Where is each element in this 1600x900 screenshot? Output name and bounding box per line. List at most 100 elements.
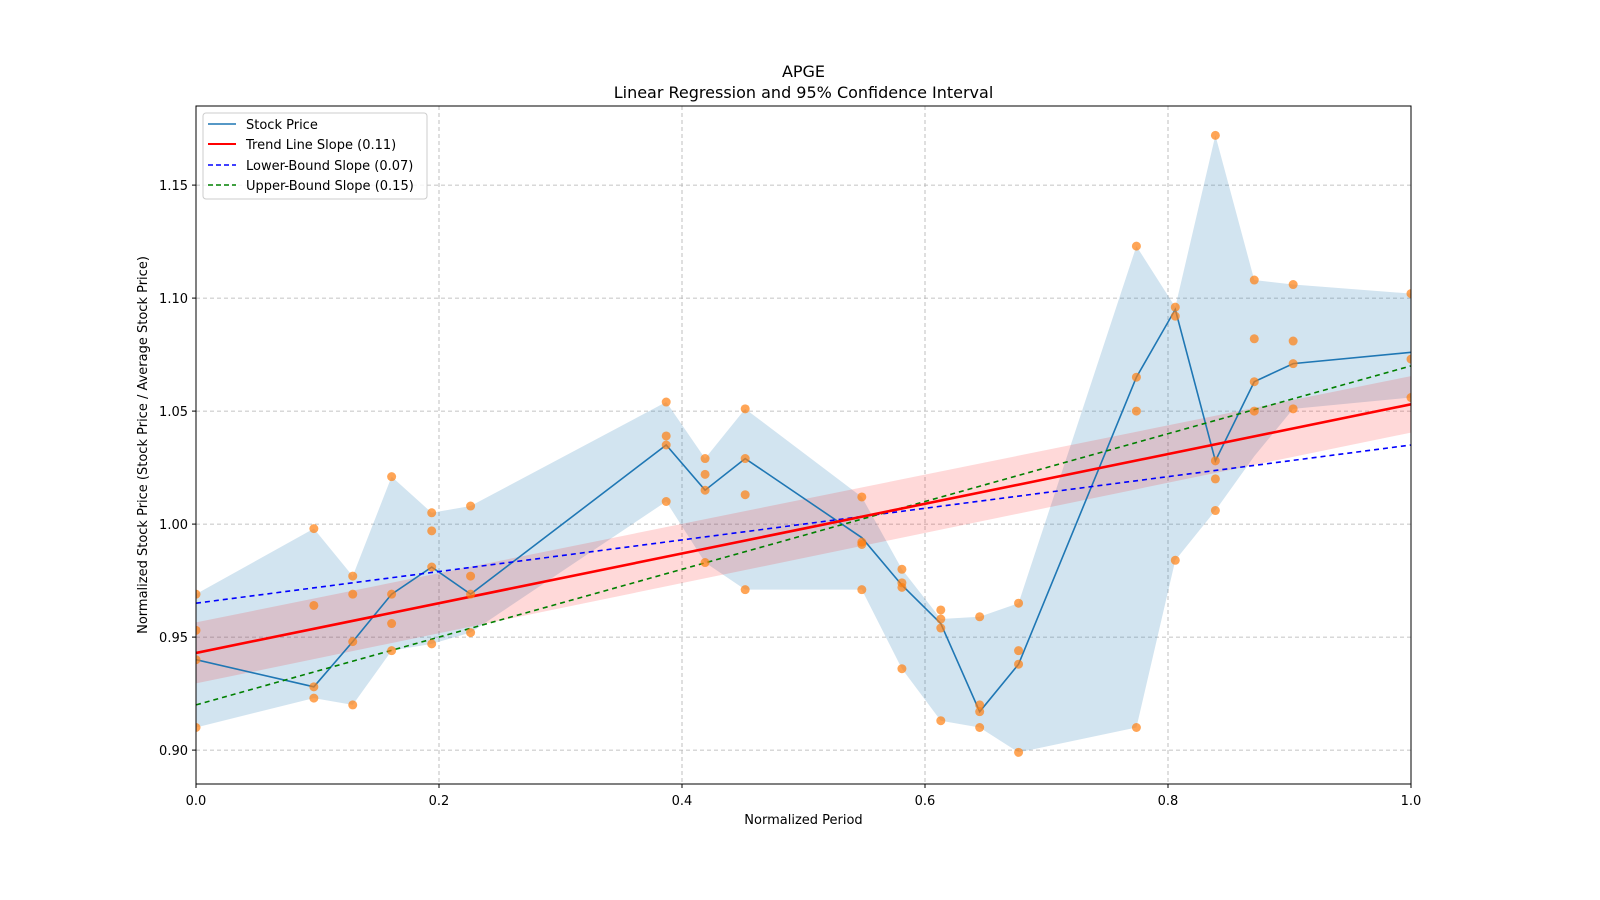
observation-point	[1249, 334, 1259, 344]
observation-point	[1210, 474, 1220, 484]
observation-point	[309, 682, 319, 692]
grid	[196, 106, 1411, 784]
legend: Stock Price Trend Line Slope (0.11) Lowe…	[202, 112, 428, 200]
observation-point	[387, 646, 397, 656]
observation-point	[936, 623, 946, 633]
y-axis-label: Normalized Stock Price (Stock Price / Av…	[136, 256, 151, 634]
observation-point	[1014, 598, 1024, 608]
observation-point	[897, 564, 907, 574]
y-tick-label: 1.15	[159, 179, 188, 194]
observation-point	[661, 397, 671, 407]
y-tick-label: 1.10	[159, 292, 188, 307]
upper-bound-line	[196, 365, 1411, 706]
observation-point	[466, 571, 476, 581]
observation-point	[1288, 359, 1298, 369]
y-tick-label: 1.00	[159, 518, 188, 533]
observation-point	[740, 490, 750, 500]
observation-point	[309, 524, 319, 534]
observation-point	[1288, 336, 1298, 346]
observation-point	[1170, 311, 1180, 321]
confidence-bands	[196, 135, 1411, 753]
observation-point	[427, 508, 437, 518]
observation-point	[1288, 404, 1298, 414]
x-tick-label: 0.0	[186, 794, 207, 809]
observation-point	[1014, 659, 1024, 669]
observation-point	[975, 723, 985, 732]
legend-box	[202, 112, 428, 200]
observation-point	[975, 612, 985, 622]
axis-ticks: 0.0 0.2 0.4 0.6 0.8 1.0 0.90 0.95 1.00 1.05 1.10 1.…	[159, 179, 1421, 809]
observation-point	[661, 497, 671, 506]
observation-point	[700, 485, 710, 495]
observation-point	[387, 619, 397, 629]
observation-point	[1288, 280, 1298, 290]
observation-point	[196, 655, 201, 665]
observation-point	[740, 404, 750, 414]
y-tick-label: 1.05	[159, 405, 188, 420]
observation-point	[196, 625, 201, 635]
observation-point	[700, 469, 710, 479]
observation-point	[661, 431, 671, 441]
stock-price-line	[196, 307, 1411, 714]
observation-point	[466, 501, 476, 511]
observation-point	[936, 614, 946, 624]
observation-point	[1210, 130, 1220, 140]
observation-point	[1170, 555, 1180, 565]
observation-point	[1014, 646, 1024, 656]
observation-point	[897, 664, 907, 674]
lower-bound-line	[196, 444, 1411, 604]
observation-point	[1249, 377, 1259, 387]
observation-point	[387, 472, 397, 482]
observation-point	[857, 585, 867, 595]
observation-point	[740, 454, 750, 464]
x-tick-label: 0.6	[915, 794, 936, 809]
observation-point	[309, 600, 319, 610]
observation-point	[387, 589, 397, 599]
observation-point	[1249, 406, 1259, 416]
observation-point	[196, 723, 201, 732]
x-tick-label: 1.0	[1401, 794, 1422, 809]
chart-title: APGE	[782, 62, 825, 81]
trend-line	[196, 403, 1411, 655]
legend-label-stock-price: Stock Price	[246, 118, 318, 133]
legend-label-trend-line: Trend Line Slope (0.11)	[245, 138, 396, 153]
observation-point	[1131, 372, 1141, 382]
observation-point	[740, 585, 750, 595]
observation-point	[196, 589, 201, 599]
observation-point	[348, 571, 358, 581]
observation-point	[936, 716, 946, 726]
observation-point	[897, 582, 907, 592]
stock-price-band	[196, 135, 1411, 753]
observation-point	[857, 539, 867, 549]
observation-point	[1131, 723, 1141, 732]
legend-label-lower-bound: Lower-Bound Slope (0.07)	[246, 159, 413, 174]
observation-point	[466, 589, 476, 599]
observation-point	[1406, 354, 1411, 364]
observation-point	[427, 526, 437, 536]
x-tick-label: 0.8	[1158, 794, 1179, 809]
observation-point	[661, 440, 671, 450]
scatter-points	[196, 130, 1411, 757]
observation-point	[936, 605, 946, 615]
x-tick-label: 0.2	[429, 794, 450, 809]
observation-point	[348, 589, 358, 599]
observation-point	[700, 558, 710, 568]
observation-point	[466, 628, 476, 638]
observation-point	[1014, 747, 1024, 757]
observation-point	[700, 454, 710, 464]
observation-point	[309, 693, 319, 703]
observation-point	[1131, 241, 1141, 251]
observation-point	[857, 492, 867, 502]
legend-label-upper-bound: Upper-Bound Slope (0.15)	[246, 179, 414, 194]
observation-point	[1406, 289, 1411, 299]
observation-point	[1170, 302, 1180, 312]
y-tick-label: 0.95	[159, 631, 188, 646]
observation-point	[1210, 456, 1220, 466]
observation-point	[1406, 393, 1411, 403]
observation-point	[1249, 275, 1259, 285]
observation-point	[348, 637, 358, 647]
chart-subtitle: Linear Regression and 95% Confidence Int…	[614, 83, 994, 102]
observation-point	[1131, 406, 1141, 416]
x-tick-label: 0.4	[672, 794, 693, 809]
